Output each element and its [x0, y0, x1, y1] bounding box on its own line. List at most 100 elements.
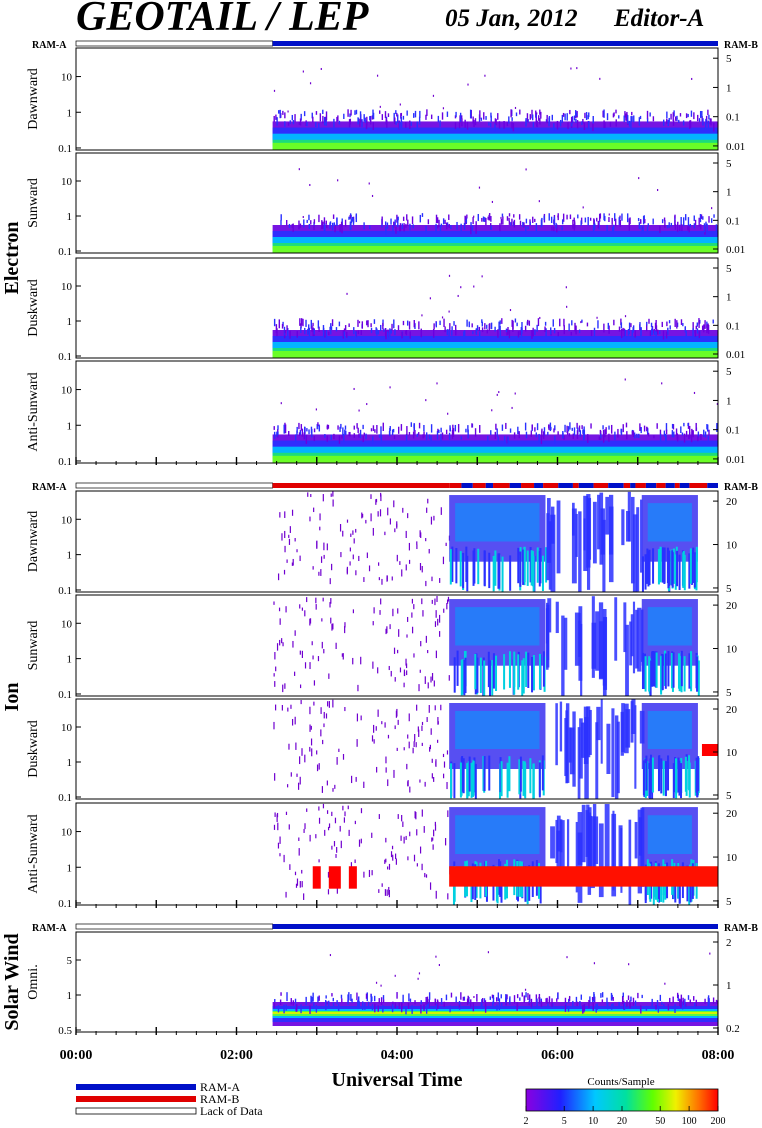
spectrum-speck-e2: [322, 221, 324, 229]
spectrum-speck-e1: [667, 119, 669, 127]
spectrum-dot-e2: [478, 186, 481, 189]
spectrum-speck-e4: [524, 422, 527, 431]
spectrum-speck-e1: [461, 118, 463, 127]
group-label-ion: Ion: [1, 683, 23, 712]
spectrum-speck-e2: [611, 217, 613, 225]
spectrum-speck-e3: [628, 331, 630, 335]
spectrum-speck-e2: [556, 224, 558, 233]
ion-streak-i1: [676, 550, 679, 587]
ion-speck-i1: [294, 538, 296, 542]
spectrum-speck-e4: [298, 422, 300, 430]
ion-speck-i1: [353, 538, 355, 544]
spectrum-speck-e2: [628, 218, 631, 228]
ram-bar-chunk-1: [534, 483, 544, 488]
spectrum-speck-e3: [524, 325, 527, 332]
spectrum-speck-e1: [609, 121, 612, 127]
ion-speck-i4: [324, 829, 326, 836]
spectrum-speck-e4: [423, 424, 425, 432]
spectrum-speck-s1: [611, 994, 613, 1000]
ion-speck-i3: [433, 776, 435, 782]
spectrum-speck-s1: [426, 996, 429, 1005]
spectrum-speck-s1: [557, 992, 559, 999]
spectrum-speck-e1: [454, 122, 457, 130]
ram-bar-left-label-1: RAM-A: [32, 482, 67, 493]
spectrum-speck-e4: [276, 431, 278, 437]
spectrum-speck-s1: [405, 1005, 407, 1015]
ion-speck-i3: [323, 711, 325, 719]
ion-speck-i3: [328, 701, 330, 708]
ion-speck-i3: [442, 753, 445, 758]
spectrum-speck-s1: [483, 998, 486, 1003]
spectrum-speck-s1: [380, 997, 383, 1005]
spectrum-speck-e2: [548, 213, 550, 221]
spectrum-speck-e1: [315, 121, 317, 127]
spectrum-speck-e3: [574, 322, 576, 332]
ion-streak-i3: [645, 755, 648, 791]
ion-speck-i3: [375, 726, 377, 731]
spectrum-speck-s1: [279, 999, 282, 1005]
spectrum-speck-e3: [501, 318, 503, 324]
spectrum-speck-e2: [681, 224, 683, 232]
panel-frame-i1: [75, 490, 719, 593]
spectrum-speck-e4: [449, 427, 451, 432]
ion-speck-i2: [372, 621, 374, 626]
ion-speck-i4: [273, 824, 276, 830]
ion-speck-i1: [309, 516, 311, 522]
spectrum-speck-s1: [396, 992, 398, 999]
ion-speck-i2: [394, 677, 396, 682]
spectrum-speck-e4: [692, 430, 694, 438]
spectrum-speck-e1: [366, 116, 368, 126]
spectrum-speck-s1: [607, 1002, 609, 1010]
spectrum-speck-e2: [598, 220, 600, 230]
spectrum-speck-e4: [430, 424, 433, 433]
ion-speck-i3: [332, 788, 334, 792]
ion-speck-i1: [370, 513, 372, 522]
ion-speck-i3: [336, 757, 338, 765]
spectrum-speck-e4: [362, 435, 364, 442]
spectrum-dot-e1: [273, 89, 276, 92]
x-tick-label-4: 08:00: [702, 1048, 735, 1063]
spectrum-speck-e3: [312, 322, 314, 327]
ion-streak-i2: [508, 651, 511, 687]
spectrum-speck-e4: [301, 428, 304, 437]
spectrum-speck-e4: [348, 432, 350, 436]
ion-streak-i2: [641, 653, 644, 690]
right-tick-label-e2-1: 1: [726, 187, 732, 199]
spectrum-dot-e1: [691, 77, 693, 80]
ion-streak-i2: [527, 652, 530, 688]
spectrum-speck-e1: [437, 115, 440, 123]
spectrum-speck-e2: [292, 223, 294, 232]
ion-speck-i3: [407, 734, 409, 739]
spectrum-speck-e3: [581, 319, 583, 323]
spectrum-band-s1-4: [272, 1012, 718, 1014]
ion-speck-i4: [403, 836, 405, 844]
spectrum-speck-s1: [309, 1005, 311, 1014]
spectrum-speck-e2: [341, 224, 343, 234]
spectrum-speck-e1: [618, 115, 620, 119]
ion-speck-i2: [448, 675, 450, 681]
spectrum-speck-s1: [583, 1003, 586, 1011]
ion-speck-i1: [279, 512, 281, 518]
ion-speck-i3: [426, 717, 428, 722]
spectrum-speck-e1: [570, 116, 573, 123]
spectrum-speck-e1: [410, 121, 412, 126]
ion-speck-i3: [381, 721, 383, 725]
spectrum-speck-s1: [331, 993, 333, 997]
spectrum-speck-e4: [445, 429, 448, 435]
right-tick-label-i1-2: 5: [726, 583, 732, 595]
spectrum-speck-e1: [369, 115, 372, 125]
spectrum-speck-e1: [628, 120, 631, 127]
spectrum-speck-e3: [370, 323, 372, 328]
spectrum-speck-e3: [712, 319, 714, 324]
colorbar-tick-label-5: 100: [682, 1116, 697, 1127]
ion-column-i1: [550, 506, 555, 544]
ion-speck-i1: [407, 513, 409, 519]
spectrum-speck-e3: [302, 318, 304, 327]
ion-speck-i4: [434, 821, 436, 826]
ion-column-i2: [595, 611, 600, 671]
ion-column-i4: [620, 828, 623, 893]
spectrum-speck-e4: [374, 429, 376, 433]
ion-speck-i1: [442, 556, 445, 565]
spectrum-speck-e3: [545, 328, 547, 337]
